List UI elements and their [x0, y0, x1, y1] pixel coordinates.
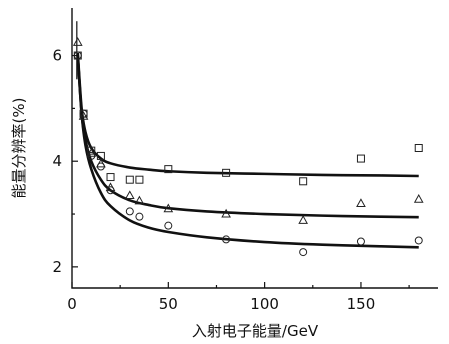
y-axis-label: 能量分辨率(%)	[10, 98, 28, 199]
marker-triangle	[72, 37, 83, 46]
marker-triangle	[78, 111, 89, 120]
x-tick-label-2: 100	[250, 295, 279, 313]
y-tick-label-2: 6	[52, 47, 62, 65]
marker-square	[164, 165, 173, 174]
marker-square	[414, 144, 423, 152]
marker-circle	[164, 221, 173, 230]
marker-circle	[125, 207, 134, 216]
marker-square	[135, 175, 144, 184]
marker-triangle	[221, 208, 231, 218]
x-tick-label-1: 50	[159, 295, 178, 313]
marker-circle	[222, 235, 231, 244]
marker-square	[299, 177, 308, 186]
marker-triangle	[134, 195, 145, 205]
marker-circle	[96, 162, 105, 171]
marker-triangle	[356, 198, 366, 207]
marker-circle	[299, 248, 308, 257]
marker-square	[106, 173, 115, 182]
marker-circle	[356, 237, 365, 246]
marker-triangle	[298, 215, 309, 224]
marker-circle	[87, 151, 96, 160]
x-tick-label-0: 0	[67, 295, 77, 313]
marker-circle	[135, 212, 144, 221]
tick-labels: 0 50 100 150 2 4 6	[52, 47, 375, 313]
y-tick-label-0: 2	[52, 258, 62, 276]
marker-circle	[79, 109, 88, 118]
marker-triangle	[163, 203, 174, 213]
x-axis-label: 入射电子能量/GeV	[192, 322, 319, 340]
marker-square	[87, 146, 96, 155]
marker-triangle	[124, 190, 135, 200]
axes	[71, 8, 438, 289]
marker-triangle	[413, 194, 424, 203]
fit-curve-square	[76, 52, 419, 178]
marker-circle	[73, 51, 82, 60]
marker-square	[356, 154, 365, 163]
data-markers	[72, 37, 424, 257]
x-tick-label-3: 150	[347, 295, 376, 313]
marker-circle	[414, 236, 423, 245]
fit-curve-circle	[76, 55, 419, 249]
fit-curves	[76, 52, 419, 249]
y-tick-label-1: 4	[52, 152, 62, 170]
marker-square	[125, 175, 134, 184]
marker-square	[222, 168, 231, 177]
marker-circle	[106, 186, 115, 195]
